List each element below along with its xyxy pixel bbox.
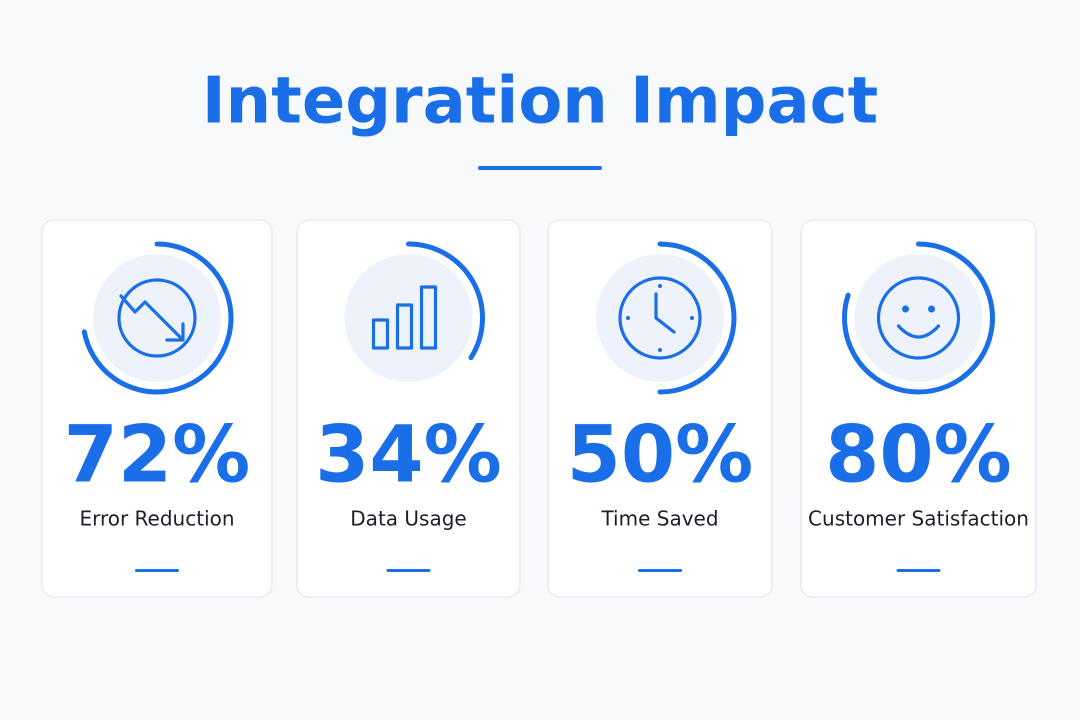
icon-trend — [119, 294, 183, 340]
card: 34% Data Usage — [296, 219, 521, 598]
cards: 72% Error Reduction 34% Data Usage 50% Time S… — [41, 219, 1037, 598]
icon-tick — [690, 316, 694, 320]
icon-bar — [371, 318, 390, 350]
progress-arc — [406, 241, 485, 361]
card-label: Data Usage — [350, 507, 466, 531]
icon-bar — [395, 303, 414, 350]
icon-circle — [876, 276, 961, 360]
progress-arc — [657, 241, 737, 395]
icon-background — [596, 254, 724, 382]
icon-bar — [419, 285, 438, 350]
icon-hands — [654, 292, 676, 334]
card-underline — [638, 569, 682, 572]
icon-tick — [626, 316, 630, 320]
title-underline — [478, 166, 602, 170]
card-label: Error Reduction — [79, 507, 234, 531]
icon-circle — [618, 276, 702, 360]
icon-arrowhead — [165, 322, 185, 342]
card: 50% Time Saved — [547, 219, 773, 598]
card-underline — [386, 569, 431, 572]
card-underline — [135, 569, 179, 572]
card-value: 34% — [315, 410, 502, 500]
icon-eye — [928, 305, 935, 313]
progress-arc — [81, 241, 234, 395]
icon-smile — [896, 324, 941, 339]
card-label: Time Saved — [600, 507, 718, 531]
progress-arc — [842, 241, 995, 395]
card-value: 80% — [825, 410, 1012, 500]
icon-background — [854, 254, 983, 382]
title: Integration Impact — [202, 65, 878, 139]
card-underline — [896, 569, 941, 572]
icon-background — [93, 254, 221, 382]
card-label: Customer Satisfaction — [808, 507, 1029, 531]
card-value: 72% — [64, 410, 251, 500]
icon-tick — [658, 284, 662, 288]
card: 72% Error Reduction — [41, 219, 273, 598]
icon-circle — [117, 278, 197, 358]
card: 80% Customer Satisfaction — [800, 219, 1037, 598]
icon-eye — [902, 305, 909, 313]
icon-background — [344, 254, 473, 382]
card-value: 50% — [567, 410, 754, 500]
icon-tick — [658, 348, 662, 352]
